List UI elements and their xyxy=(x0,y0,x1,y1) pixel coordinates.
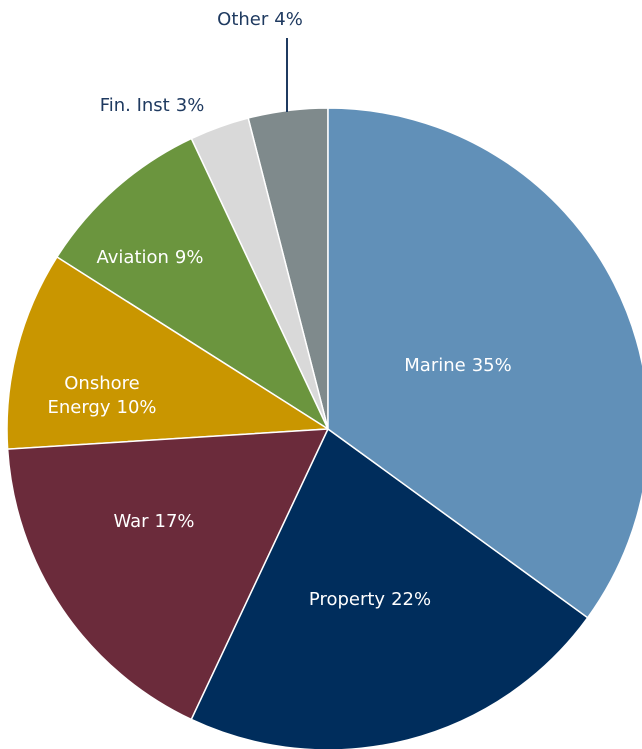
slice-label: Property 22% xyxy=(309,588,431,612)
slice xyxy=(327,107,642,619)
category-name: Onshore Energy xyxy=(47,373,140,418)
value-label: 17% xyxy=(154,511,195,532)
slice-label: Onshore Energy 10% xyxy=(37,372,167,420)
slice-label: War 17% xyxy=(113,510,194,534)
value-label: 4% xyxy=(274,9,303,30)
category-name: Fin. Inst xyxy=(99,95,170,116)
category-name: Other xyxy=(217,9,269,30)
slice xyxy=(55,137,330,432)
category-name: Aviation xyxy=(96,247,169,268)
slice-label: Other 4% xyxy=(217,8,303,32)
slice xyxy=(6,428,330,721)
slice xyxy=(190,427,589,749)
value-label: 10% xyxy=(116,397,157,418)
value-label: 3% xyxy=(175,95,205,116)
category-name: War xyxy=(113,511,149,532)
slice xyxy=(6,255,331,450)
value-label: 9% xyxy=(174,247,204,268)
category-name: Property xyxy=(308,589,386,610)
value-label: 35% xyxy=(471,355,512,376)
value-label: 22% xyxy=(391,589,432,610)
slice-label: Fin. Inst 3% xyxy=(100,94,205,118)
slice-label: Marine 35% xyxy=(404,354,511,378)
slice-label: Aviation 9% xyxy=(97,246,204,270)
category-name: Marine xyxy=(404,355,466,376)
